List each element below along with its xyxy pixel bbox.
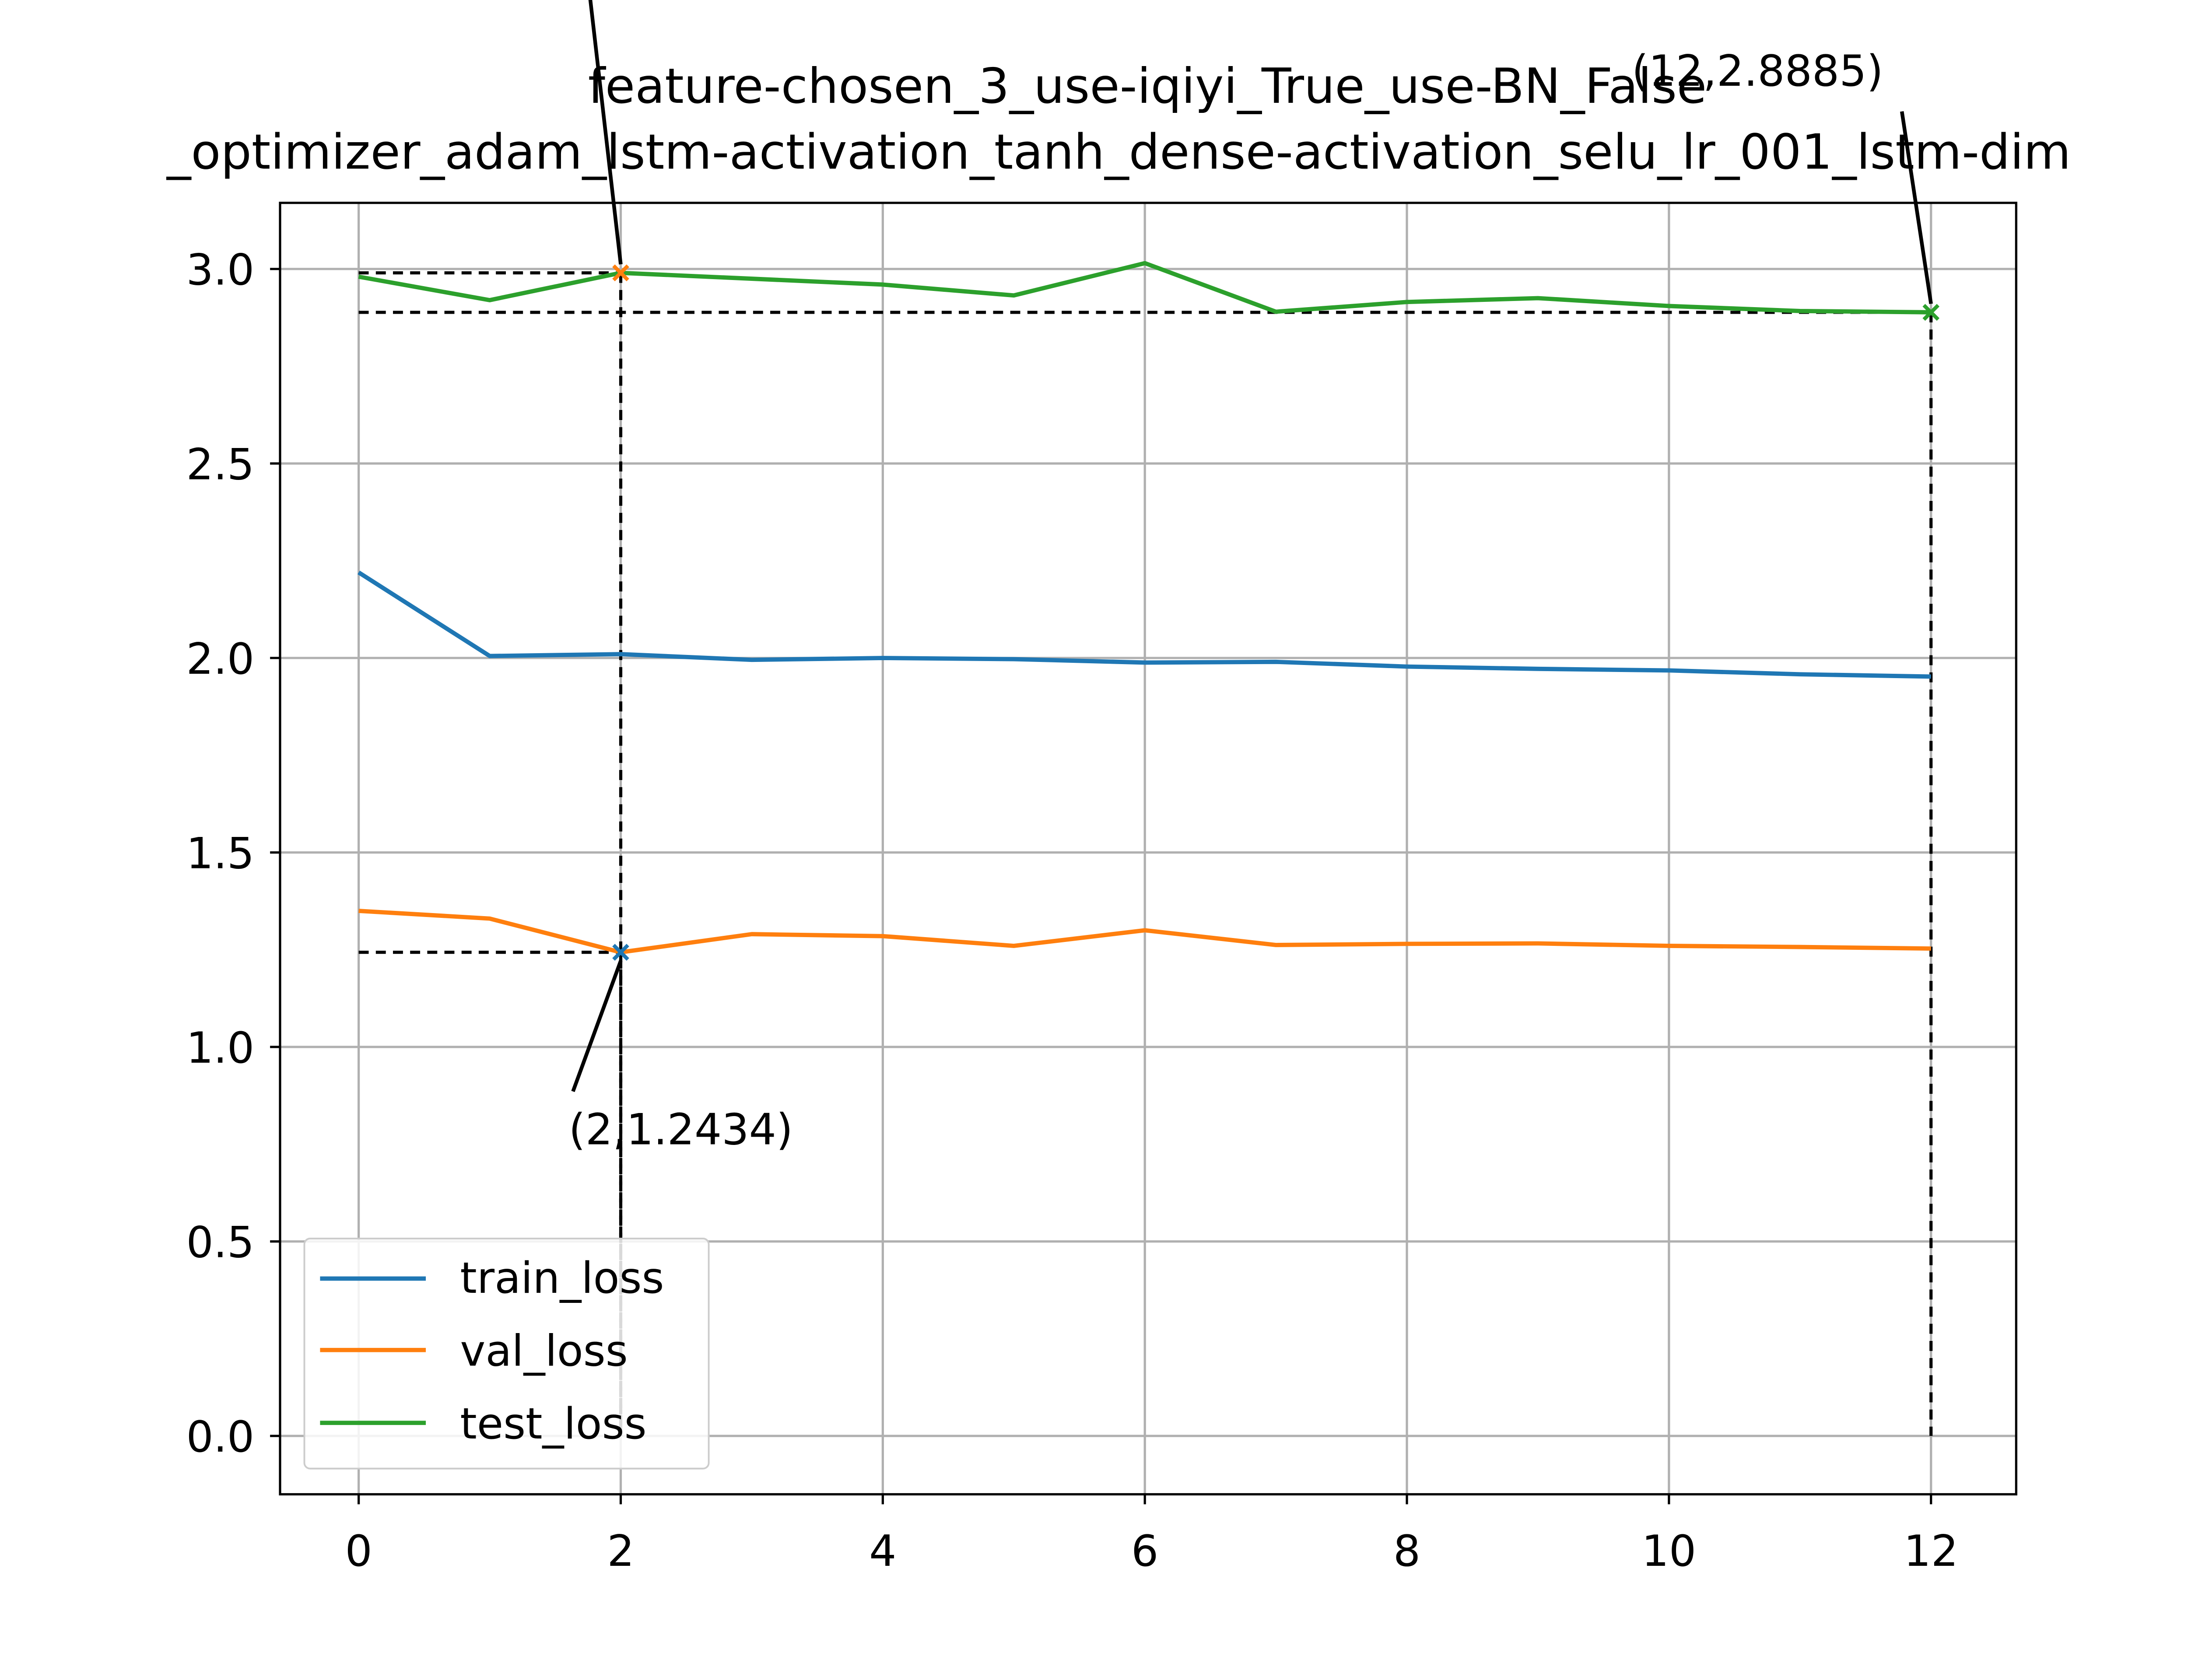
- legend-box: [303, 1238, 710, 1470]
- y-tick-label: 3.0: [186, 245, 254, 295]
- x-tick-label: 2: [607, 1526, 634, 1576]
- point-marker-2: [612, 264, 629, 282]
- legend-label-val-loss: val_loss: [460, 1326, 628, 1376]
- annotation-arrow-0: [571, 960, 623, 1092]
- y-tick-label: 1.0: [186, 1023, 254, 1073]
- x-tick-label: 10: [1642, 1526, 1697, 1576]
- point-marker-1: [1922, 304, 1940, 321]
- y-tick-label: 0.0: [186, 1412, 254, 1462]
- y-tick-label: 0.5: [186, 1218, 254, 1268]
- series-line-train-loss: [357, 570, 1931, 679]
- x-tick-label: 8: [1393, 1526, 1420, 1576]
- annotation-arrow-1: [1900, 111, 1933, 304]
- ticks: 0 2 4 6 8 10 12 0.0 0.5 1.0 1.5 2.0 2.5 3.0: [186, 245, 1958, 1576]
- markers: [612, 264, 1940, 961]
- x-tick-label: 0: [345, 1526, 372, 1576]
- x-tick-label: 6: [1131, 1526, 1158, 1576]
- annotation-label-0: (2,1.2434): [569, 1105, 793, 1155]
- x-tick-label: 12: [1904, 1526, 1958, 1576]
- y-tick-label: 2.5: [186, 440, 254, 490]
- annotations: (2,1.2434) (12,2.8885): [569, 0, 1933, 1155]
- point-marker-0: [612, 944, 629, 961]
- legend: train_loss val_loss test_loss: [303, 1238, 710, 1470]
- annotation-label-1: (12,2.8885): [1632, 46, 1883, 96]
- x-tick-label: 4: [869, 1526, 896, 1576]
- legend-label-test-loss: test_loss: [460, 1399, 646, 1449]
- chart-title-line-1: feature-chosen_3_use-iqiyi_True_use-BN_F…: [588, 58, 1707, 115]
- plot-frame: [279, 202, 2017, 1496]
- y-tick-label: 1.5: [186, 829, 254, 878]
- y-tick-label: 2.0: [186, 634, 254, 684]
- annotation-arrow-2: [588, 0, 623, 265]
- chart-title-line-2: _optimizer_adam_lstm-activation_tanh_den…: [166, 124, 2071, 180]
- legend-label-train-loss: train_loss: [460, 1253, 664, 1303]
